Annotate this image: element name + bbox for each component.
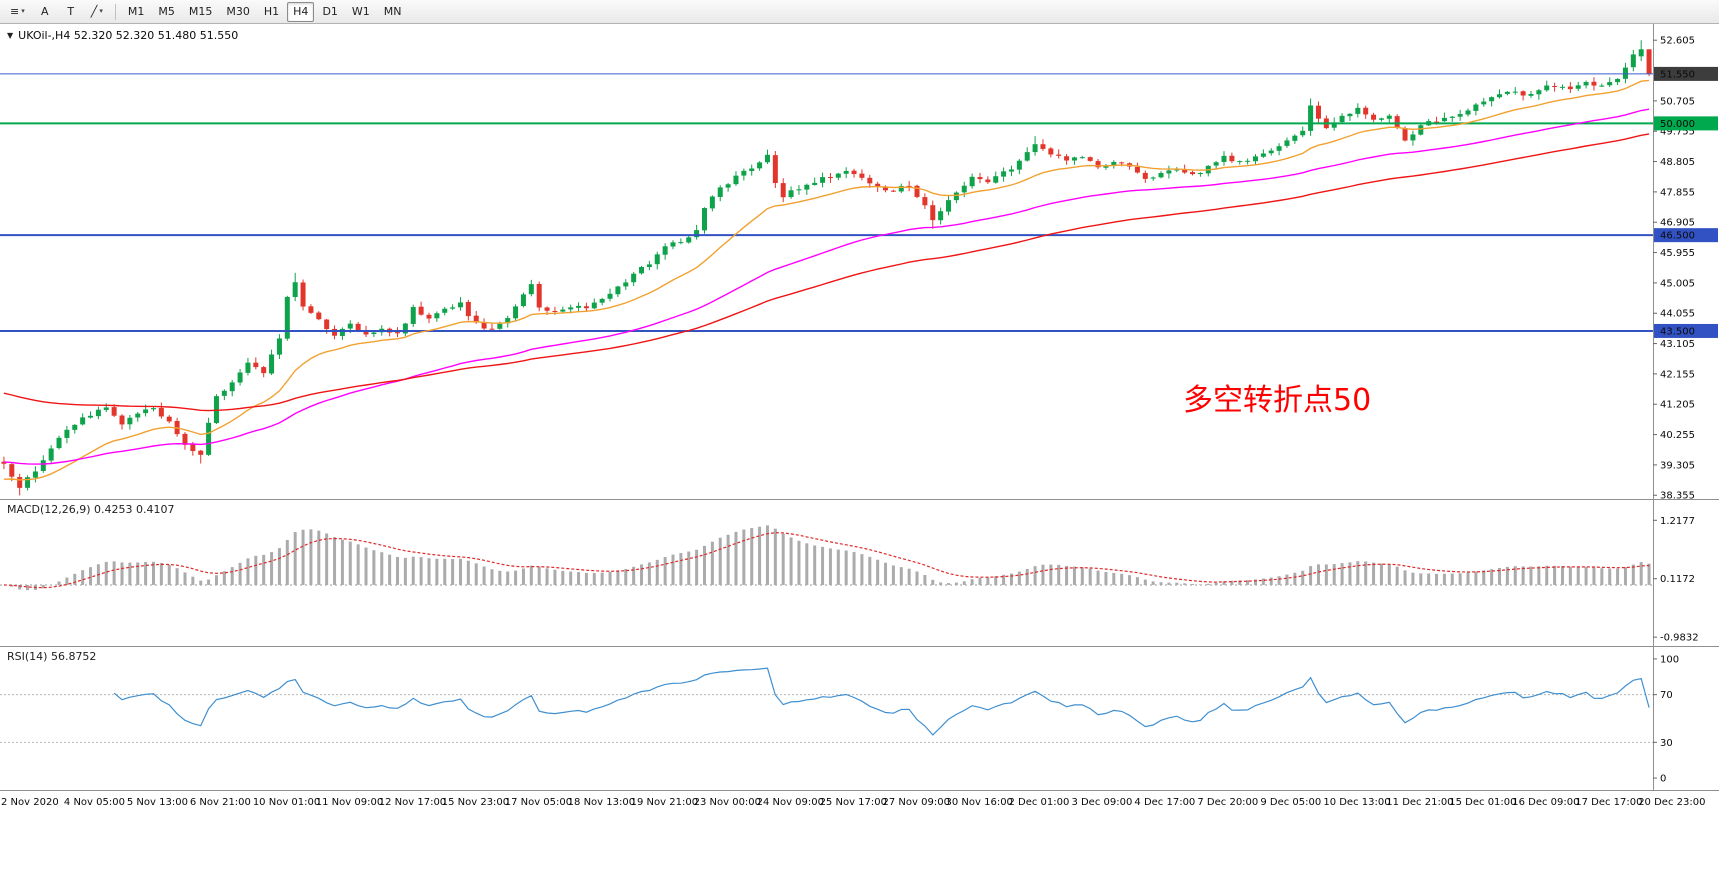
time-axis-label: 11 Nov 09:00 [315,797,384,808]
chart-annotation-text: 多空转折点50 [1183,383,1372,418]
time-axis-label: 19 Nov 21:00 [630,797,699,808]
window-blank-area [0,815,1719,895]
price-axis-label: 50.705 [1660,96,1695,107]
price-level-label: 46.500 [1660,231,1695,242]
time-axis-label: 24 Nov 09:00 [756,797,824,808]
time-axis-label: 4 Nov 05:00 [63,797,125,808]
time-axis[interactable]: 2 Nov 2020 4 Nov 05:00 5 Nov 13:00 6 Nov 21… [0,790,1719,815]
price-axis-label: 45.005 [1660,278,1695,289]
time-axis-label: 27 Nov 09:00 [882,797,950,808]
price-level-label: 43.500 [1660,326,1695,337]
time-axis-label: 15 Dec 01:00 [1449,797,1517,808]
time-axis-label: 4 Dec 17:00 [1134,797,1196,808]
time-axis-label: 6 Nov 21:00 [189,797,251,808]
time-axis-label: 23 Nov 00:00 [693,797,762,808]
time-axis-label: 11 Dec 21:00 [1386,797,1454,808]
price-axis-label: 43.105 [1660,339,1695,350]
rsi-label: RSI(14) 56.8752 [7,650,97,663]
time-axis-label: 9 Dec 05:00 [1260,797,1322,808]
rsi-panel: 100 70 30 0 RSI(14) 56.8752 [0,646,1719,790]
time-axis-label: 5 Nov 13:00 [126,797,188,808]
price-axis-label: 40.255 [1660,430,1695,441]
timeframe-button-h4[interactable]: H4 [287,1,315,22]
timeframe-button-m30[interactable]: M30 [226,5,250,18]
macd-label: MACD(12,26,9) 0.4253 0.4107 [7,503,175,516]
timeframe-button-h1[interactable]: H1 [263,5,280,18]
time-axis-label: 2 Dec 01:00 [1008,797,1070,808]
price-panel: 52.605 50.705 49.755 48.805 47.855 46.905 45.9… [0,24,1719,499]
price-axis-label: 38.355 [1660,491,1695,499]
price-axis-label: 52.605 [1660,36,1695,47]
macd-axis-label: -0.9832 [1660,633,1699,644]
time-axis-label: 16 Dec 09:00 [1512,797,1580,808]
time-axis-label: 7 Dec 20:00 [1197,797,1259,808]
price-chart-canvas[interactable]: 52.605 50.705 49.755 48.805 47.855 46.905 45.9… [0,24,1719,499]
time-axis-label: 17 Nov 05:00 [504,797,573,808]
time-axis-label: 10 Nov 01:00 [252,797,321,808]
draw-tool-button[interactable]: ╱ ▾ [90,5,103,18]
chart-symbol-label: ▼ UKOil-,H4 52.320 52.320 51.480 51.550 [7,29,238,42]
timeframe-button-d1[interactable]: D1 [322,5,338,18]
price-level-label: 50.000 [1660,119,1695,130]
price-axis-label: 46.905 [1660,218,1695,229]
chart-title-text: UKOil-,H4 52.320 52.320 51.480 51.550 [18,29,239,42]
time-axis-label: 25 Nov 17:00 [819,797,887,808]
macd-canvas[interactable]: 1.2177 0.1172 -0.9832 [0,500,1719,646]
toolbar: ≡ ▾ A T ╱ ▾ M1 M5 M15 M30 H1 H4 D1 W1 MN [0,0,1719,24]
toolbar-separator [114,3,116,20]
cursor-tool-button[interactable]: A [40,5,49,18]
time-axis-label: 10 Dec 13:00 [1323,797,1391,808]
text-tool-button[interactable]: T [67,5,75,18]
timeframe-button-m1[interactable]: M1 [127,5,145,18]
time-axis-label: 15 Nov 23:00 [441,797,510,808]
time-axis-label: 20 Dec 23:00 [1638,797,1706,808]
chart-objects-button[interactable]: ≡ ▾ [10,5,25,18]
time-axis-label: 3 Dec 09:00 [1071,797,1133,808]
time-axis-label: 12 Nov 17:00 [378,797,447,808]
rsi-axis-label: 30 [1660,738,1673,749]
timeframe-button-m5[interactable]: M5 [158,5,175,18]
rsi-axis-label: 70 [1660,690,1673,701]
price-axis-label: 45.955 [1660,248,1695,259]
macd-axis-label: 0.1172 [1660,574,1695,585]
price-axis-label: 48.805 [1660,157,1695,168]
timeframe-button-w1[interactable]: W1 [351,5,370,18]
time-axis-label: 2 Nov 2020 [1,797,59,808]
time-axis-label: 30 Nov 16:00 [945,797,1013,808]
rsi-axis-label: 0 [1660,774,1666,785]
price-axis-label: 41.205 [1660,400,1695,411]
timeframe-button-m15[interactable]: M15 [188,5,213,18]
price-axis-label: 39.305 [1660,460,1695,471]
time-axis-label: 17 Dec 17:00 [1575,797,1643,808]
price-level-label: 51.550 [1660,69,1695,80]
macd-panel: 1.2177 0.1172 -0.9832 MACD(12,26,9) 0.4253… [0,499,1719,646]
time-axis-label: 18 Nov 13:00 [567,797,636,808]
macd-axis-label: 1.2177 [1660,516,1695,527]
timeframe-button-mn[interactable]: MN [383,5,402,18]
price-axis-label: 44.055 [1660,309,1695,320]
collapse-triangle-icon[interactable]: ▼ [7,31,14,40]
price-axis-label: 49.755 [1660,127,1695,138]
price-axis-label: 47.855 [1660,187,1695,198]
rsi-axis-label: 100 [1660,654,1679,665]
rsi-canvas[interactable]: 100 70 30 0 [0,647,1719,790]
price-axis-label: 42.155 [1660,369,1695,380]
